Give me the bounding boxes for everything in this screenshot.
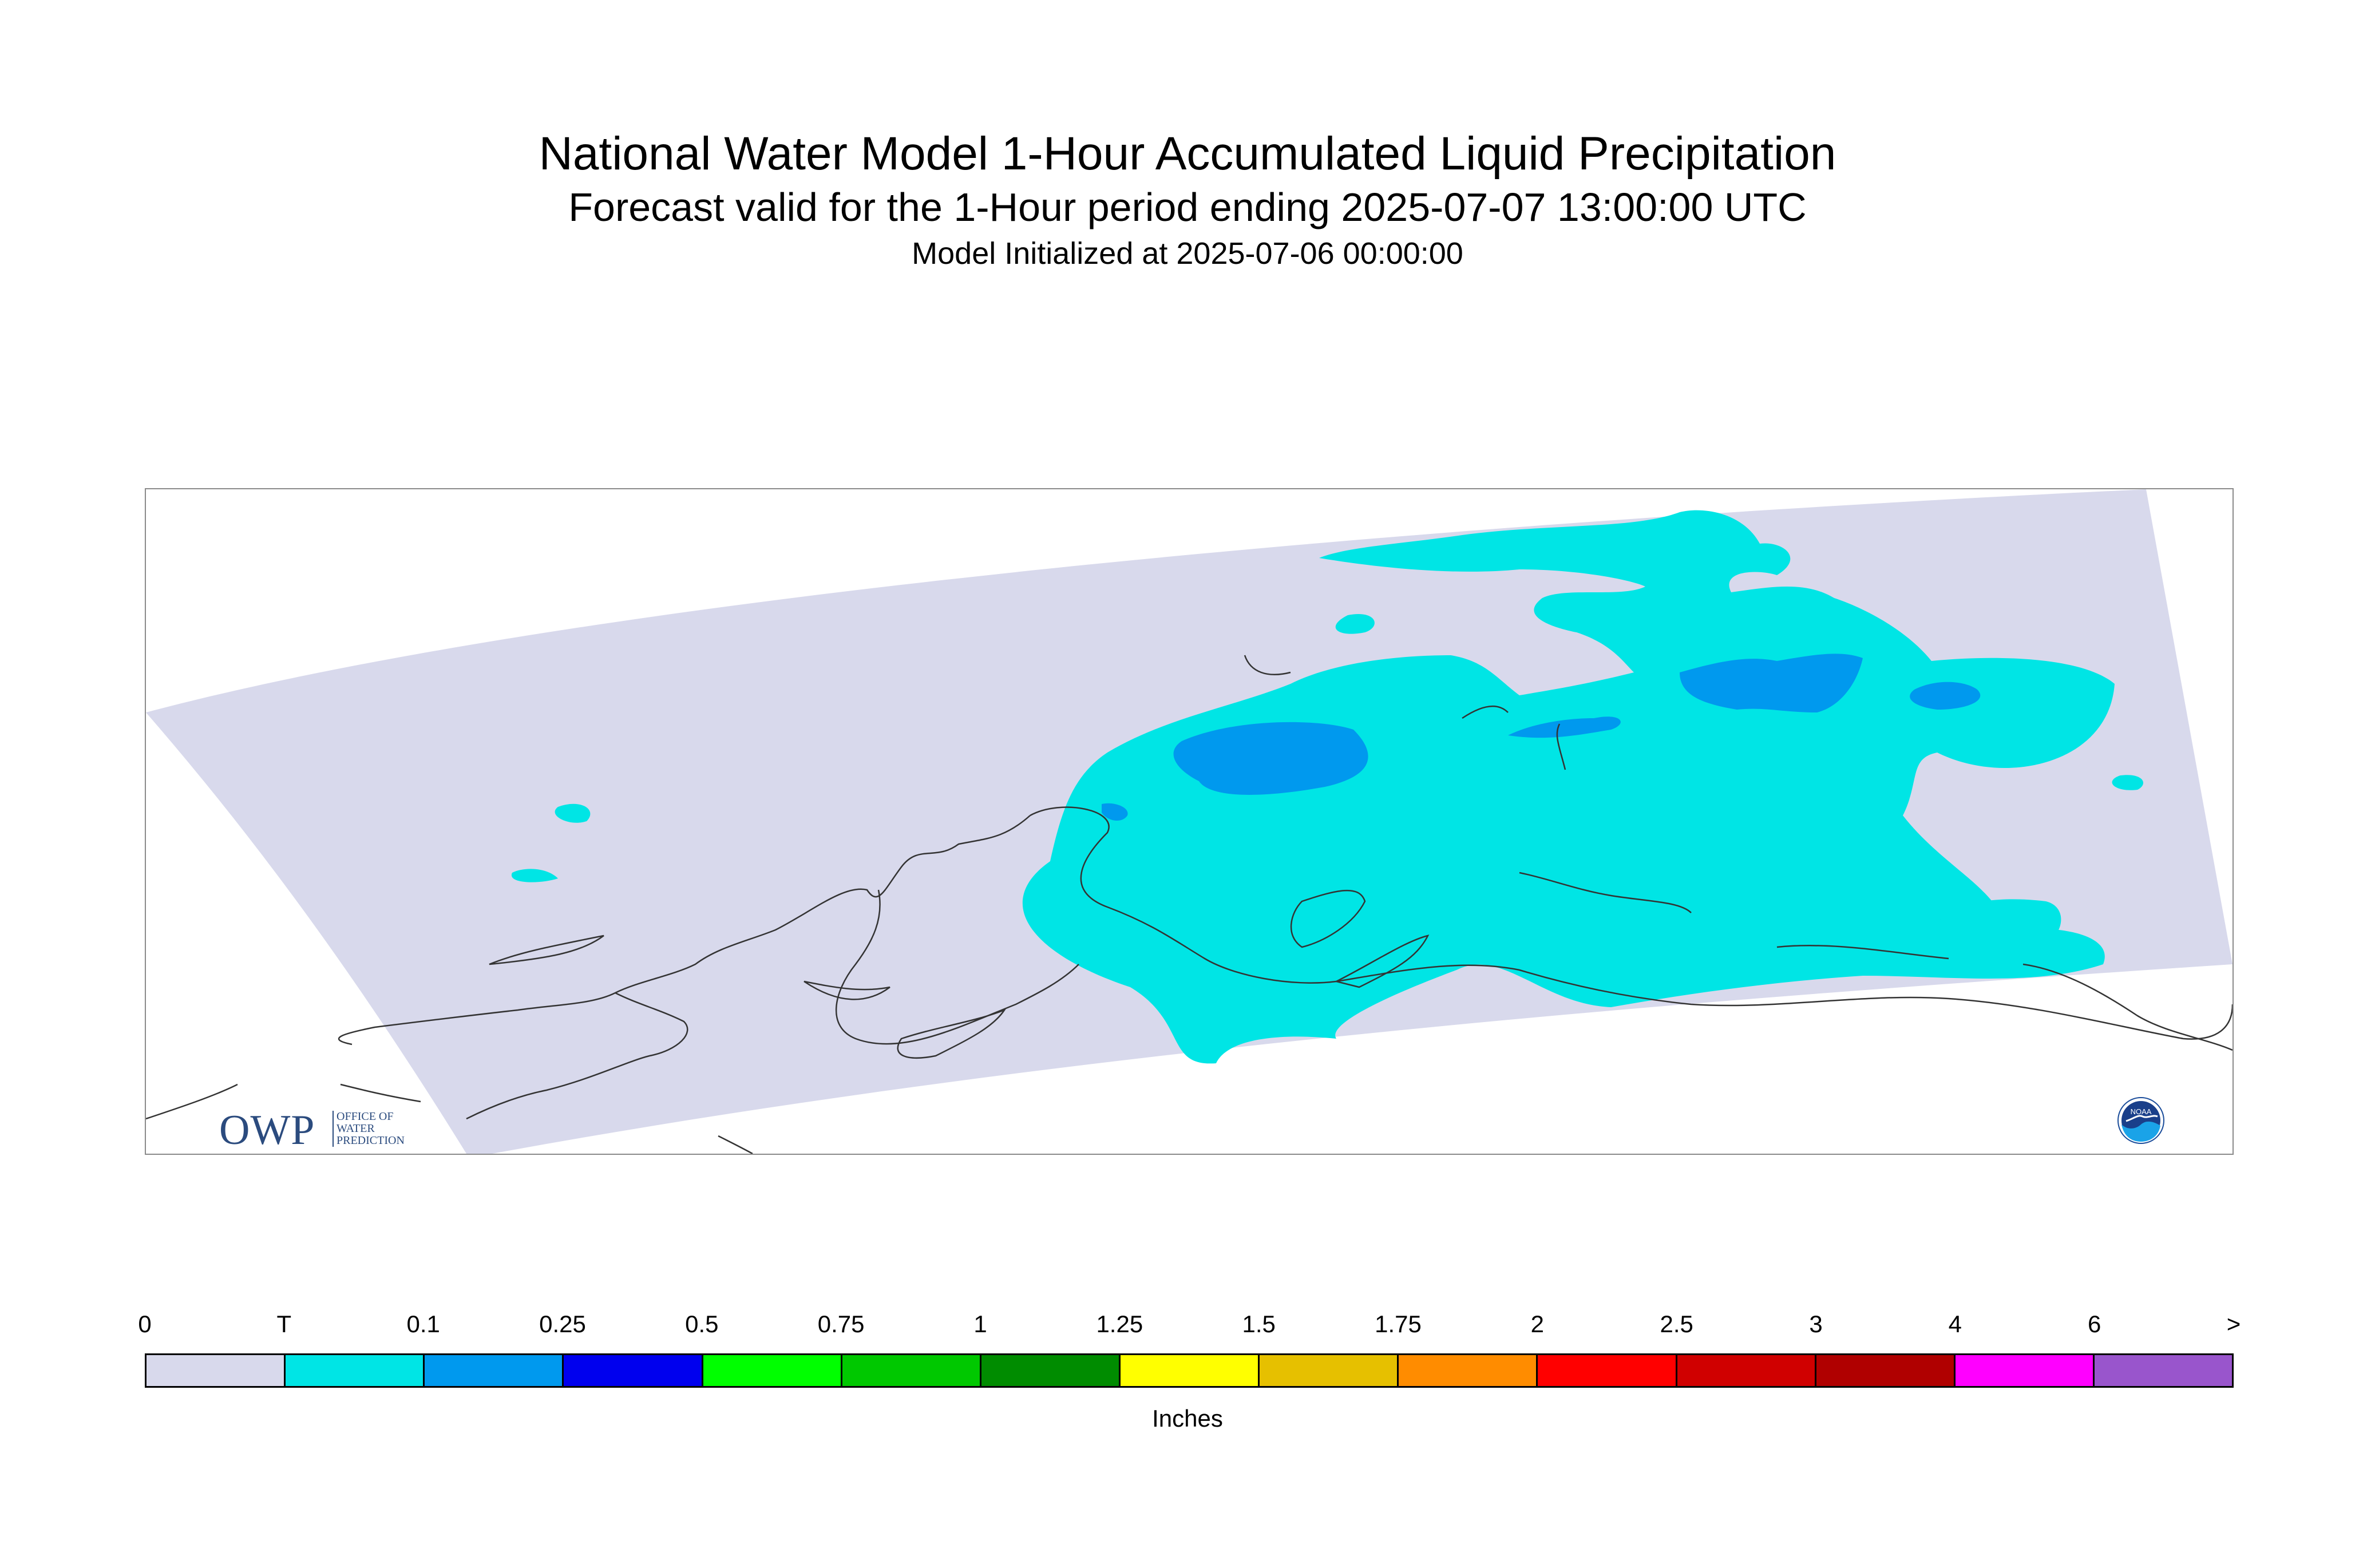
legend-swatch: [564, 1355, 703, 1386]
legend-tick-label: T: [276, 1310, 292, 1337]
legend-tick-label: 1.5: [1242, 1310, 1276, 1337]
coastlines: [146, 655, 2232, 1154]
legend-swatch: [147, 1355, 286, 1386]
model-init-line: Model Initialized at 2025-07-06 00:00:00: [912, 236, 1463, 271]
legend-tick-label: 3: [1809, 1310, 1823, 1337]
legend-tick-label: 1: [973, 1310, 987, 1337]
legend-swatch: [1816, 1355, 1956, 1386]
noaa-logo-text: NOAA: [2131, 1107, 2152, 1116]
legend-color-bar: [145, 1353, 2234, 1388]
legend-swatch: [842, 1355, 981, 1386]
legend-tick-label: 1.25: [1096, 1310, 1143, 1337]
precipitation-map: [146, 489, 2232, 1154]
legend-swatch: [1260, 1355, 1399, 1386]
legend-swatch: [703, 1355, 842, 1386]
light-blue-precip-areas: [1102, 654, 1981, 821]
map-title: National Water Model 1-Hour Accumulated …: [539, 128, 1836, 180]
legend-swatch: [286, 1355, 425, 1386]
legend-tick-label: 0.5: [685, 1310, 719, 1337]
legend-units: Inches: [1152, 1405, 1223, 1432]
legend-tick-label: 0.25: [539, 1310, 586, 1337]
legend-tick-label: 4: [1948, 1310, 1962, 1337]
legend-tick-label: >: [2226, 1310, 2241, 1337]
noaa-logo: NOAA: [2117, 1097, 2164, 1144]
legend-swatch: [1955, 1355, 2095, 1386]
legend-swatch: [425, 1355, 564, 1386]
legend-swatch: [1538, 1355, 1677, 1386]
legend-tick-label: 2.5: [1660, 1310, 1693, 1337]
legend-tick-label: 0: [138, 1310, 152, 1337]
map-subtitle: Forecast valid for the 1-Hour period end…: [568, 185, 1807, 229]
legend-swatch: [1120, 1355, 1260, 1386]
legend-swatch: [1399, 1355, 1538, 1386]
legend-swatch: [981, 1355, 1121, 1386]
legend-swatch: [2094, 1355, 2232, 1386]
legend-tick-label: 0.1: [406, 1310, 440, 1337]
trace-precip-areas: [511, 510, 2143, 1064]
legend-tick-label: 0.75: [817, 1310, 865, 1337]
legend-tick-label: 1.75: [1375, 1310, 1422, 1337]
legend-labels: 0 T 0.1 0.25 0.5 0.75 1 1.25 1.5 1.75 2 2.5 3 4 6 >: [138, 1310, 2241, 1345]
owp-logo-subtext: OFFICE OF WATER PREDICTION: [332, 1111, 405, 1147]
owp-logo-text: OWP: [219, 1107, 315, 1154]
legend-tick-label: 2: [1530, 1310, 1545, 1337]
legend-swatch: [1677, 1355, 1816, 1386]
legend-tick-label: 6: [2087, 1310, 2101, 1337]
map-panel: OWP OFFICE OF WATER PREDICTION NOAA: [145, 488, 2234, 1155]
